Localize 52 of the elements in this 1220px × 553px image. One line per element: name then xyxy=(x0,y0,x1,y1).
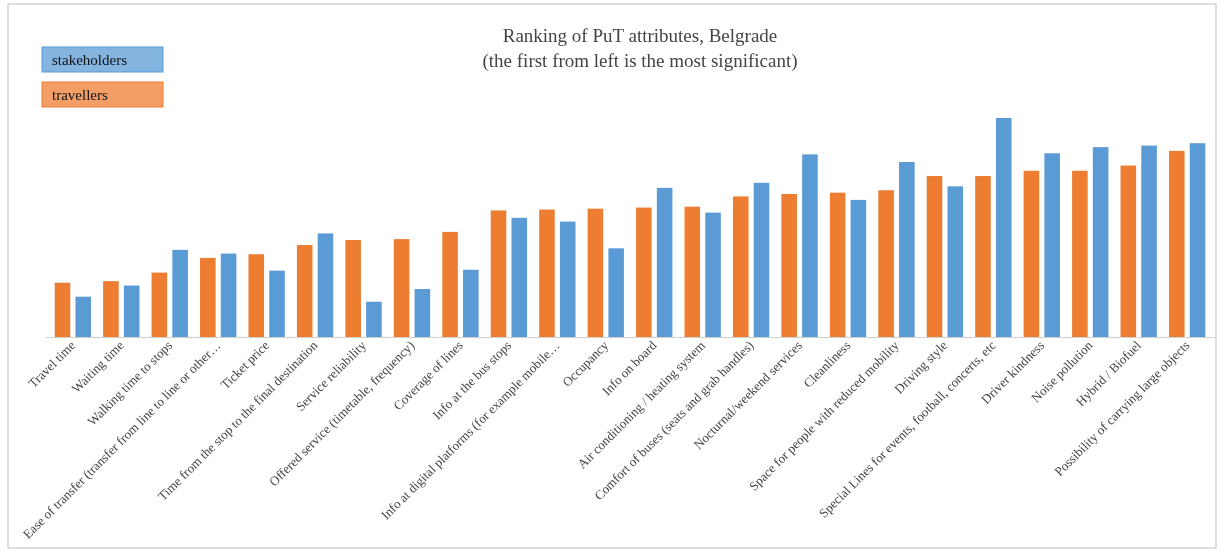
bar xyxy=(878,190,894,337)
bar xyxy=(463,269,479,337)
bar xyxy=(975,176,991,337)
bar xyxy=(1120,165,1137,337)
bar xyxy=(442,231,458,337)
chart-subtitle: (the first from left is the most significant) xyxy=(482,50,798,72)
bar xyxy=(317,233,334,337)
text: stakeholders xyxy=(52,52,128,68)
bar xyxy=(684,206,701,337)
chart-title: Ranking of PuT attributes, Belgrade xyxy=(502,25,778,46)
bar xyxy=(296,245,313,337)
bar xyxy=(636,207,652,337)
bar xyxy=(345,239,361,337)
bar xyxy=(899,162,915,337)
bar xyxy=(172,249,188,337)
bar xyxy=(1168,150,1185,337)
bar xyxy=(802,154,818,337)
bar xyxy=(511,217,528,337)
bar xyxy=(559,221,576,337)
bar xyxy=(995,118,1012,337)
bar xyxy=(732,196,749,337)
bar xyxy=(753,182,770,337)
bar xyxy=(366,301,382,337)
bar xyxy=(103,281,119,337)
bar xyxy=(1092,147,1109,337)
bar xyxy=(248,254,265,337)
bar xyxy=(705,212,721,337)
bar xyxy=(656,187,673,337)
bar xyxy=(269,270,285,337)
text: travellers xyxy=(52,87,108,103)
bar xyxy=(850,199,867,337)
bar xyxy=(151,272,168,337)
bar xyxy=(829,192,846,337)
bar xyxy=(75,296,92,337)
bar xyxy=(393,239,410,337)
bar xyxy=(220,253,237,337)
bar xyxy=(123,285,140,337)
bar xyxy=(1141,145,1157,337)
bar xyxy=(587,208,604,337)
bar xyxy=(54,282,71,337)
bar xyxy=(1023,170,1040,337)
bar xyxy=(1189,143,1206,337)
bar xyxy=(1072,170,1088,337)
bar xyxy=(1044,153,1060,337)
bar xyxy=(926,176,943,337)
bar xyxy=(781,193,797,337)
bar xyxy=(539,209,555,337)
bar xyxy=(414,289,431,337)
bar xyxy=(490,210,507,337)
bar xyxy=(608,248,624,337)
bar xyxy=(200,257,216,337)
bar xyxy=(947,186,964,337)
